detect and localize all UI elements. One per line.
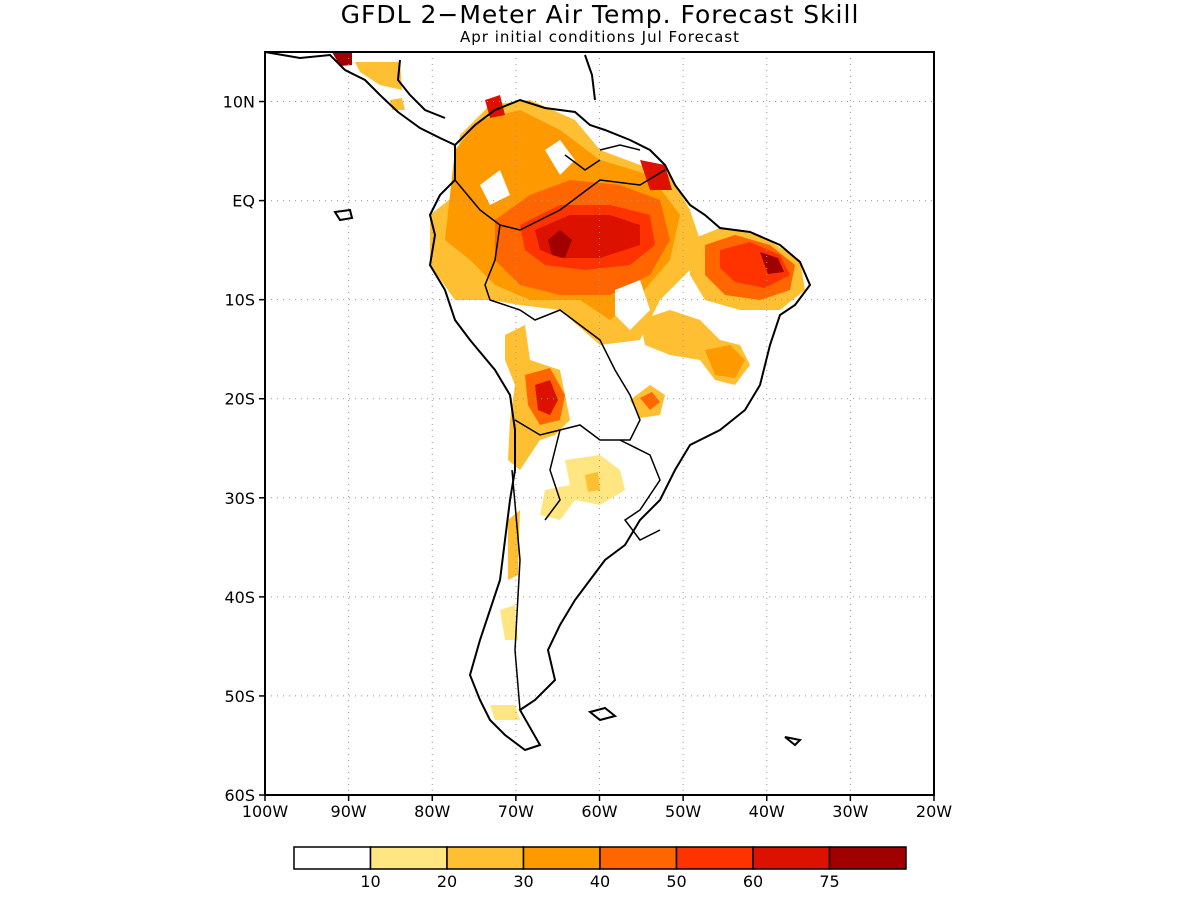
skill-region-75 xyxy=(332,52,352,66)
country-border xyxy=(514,419,561,436)
colorbar-label: 50 xyxy=(666,872,686,891)
skill-region-20 xyxy=(585,472,600,492)
latitude-labels: 10N EQ 10S 20S 30S 40S 50S 60S xyxy=(223,93,265,805)
skill-region-60 xyxy=(485,95,505,118)
latitude-label: 50S xyxy=(224,687,255,706)
skill-region-low xyxy=(545,140,575,175)
latitude-label: EQ xyxy=(232,192,255,211)
colorbar-label: 10 xyxy=(360,872,380,891)
skill-region-10 xyxy=(500,605,518,640)
longitude-label: 60W xyxy=(581,802,617,821)
colorbar-label: 75 xyxy=(819,872,839,891)
colorbar-label: 20 xyxy=(437,872,457,891)
skill-region-10 xyxy=(540,455,625,520)
colorbar-swatch xyxy=(675,846,754,870)
country-border xyxy=(519,309,641,521)
skill-shading xyxy=(332,52,805,720)
skill-region-75 xyxy=(760,252,784,274)
country-border xyxy=(599,144,641,151)
longitude-label: 30W xyxy=(832,802,868,821)
central-america-coastline xyxy=(264,51,456,146)
skill-region-40 xyxy=(705,345,745,378)
longitude-label: 20W xyxy=(916,802,952,821)
colorbar-swatch xyxy=(599,846,678,870)
central-america-coastline xyxy=(396,59,446,119)
island-coastline xyxy=(333,208,354,222)
latitude-label: 30S xyxy=(224,489,255,508)
longitude-label: 90W xyxy=(331,802,367,821)
longitude-labels: 100W 90W 80W 70W 60W 50W 40W 30W 20W xyxy=(242,795,952,821)
country-border xyxy=(484,224,521,311)
colorbar: 10 20 30 40 50 60 75 xyxy=(293,846,907,891)
skill-region-low xyxy=(480,170,510,205)
latitude-label: 60S xyxy=(224,786,255,805)
colorbar-swatch xyxy=(752,846,831,870)
south-america-coastline xyxy=(428,98,812,752)
colorbar-swatch xyxy=(293,846,372,870)
colorbar-swatch xyxy=(369,846,448,870)
coastline xyxy=(264,51,812,752)
skill-region-10 xyxy=(490,705,520,720)
skill-region-30 xyxy=(355,62,402,90)
falklands-coastline xyxy=(587,706,618,722)
longitude-label: 70W xyxy=(498,802,534,821)
latitude-label: 20S xyxy=(224,390,255,409)
colorbar-swatch xyxy=(522,846,601,870)
skill-region-30 xyxy=(390,98,405,110)
country-border xyxy=(619,439,661,541)
country-border xyxy=(454,169,666,231)
country-border xyxy=(511,469,521,711)
skill-region-75 xyxy=(548,230,572,258)
latitude-label: 40S xyxy=(224,588,255,607)
latitude-label: 10N xyxy=(223,93,255,112)
longitude-label: 40W xyxy=(749,802,785,821)
colorbar-swatch xyxy=(446,846,525,870)
skill-region-50 xyxy=(640,392,660,410)
colorbar-label: 60 xyxy=(743,872,763,891)
colorbar-swatch xyxy=(828,846,907,870)
longitude-label: 50W xyxy=(665,802,701,821)
skill-region-60 xyxy=(535,380,558,415)
island-coastline xyxy=(784,736,803,747)
colorbar-label: 30 xyxy=(513,872,533,891)
latitude-label: 10S xyxy=(224,291,255,310)
map-subtitle: Apr initial conditions Jul Forecast xyxy=(459,28,740,46)
longitude-label: 100W xyxy=(242,802,289,821)
caribbean-coastline xyxy=(584,54,596,101)
colorbar-label: 40 xyxy=(590,872,610,891)
skill-region-low xyxy=(615,280,650,330)
country-border xyxy=(564,154,601,171)
map-title: GFDL 2−Meter Air Temp. Forecast Skill xyxy=(340,0,860,29)
longitude-label: 80W xyxy=(414,802,450,821)
skill-region-60 xyxy=(720,242,790,288)
